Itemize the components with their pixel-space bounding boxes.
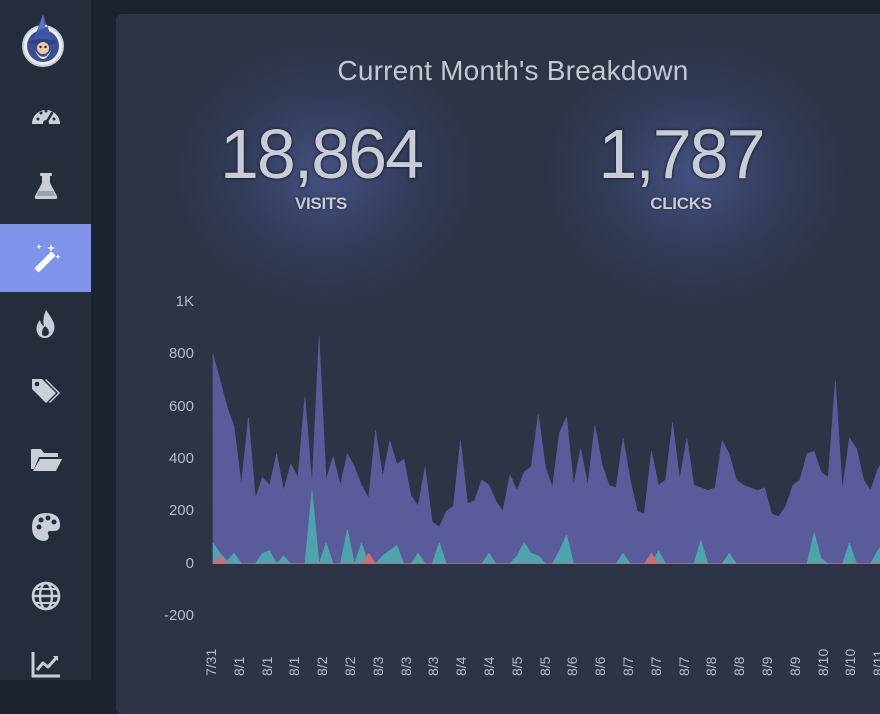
- x-tick-label: 8/3: [369, 656, 386, 676]
- x-tick-label: 8/7: [647, 656, 664, 676]
- flask-icon: [34, 173, 57, 199]
- clicks-label: CLICKS: [650, 194, 712, 213]
- x-tick-label: 8/6: [564, 656, 581, 676]
- x-tick-label: 8/1: [230, 656, 247, 676]
- wizard-logo-icon[interactable]: [20, 12, 66, 68]
- nav-item-tags[interactable]: [0, 357, 91, 425]
- nav-item-global[interactable]: [0, 562, 91, 630]
- visits-value: 18,864: [219, 115, 424, 193]
- nav-item-files[interactable]: [0, 425, 91, 493]
- x-tick-label: 8/5: [508, 656, 525, 676]
- dashboard-gauge-icon: [31, 109, 60, 126]
- nav-item-experiments[interactable]: [0, 152, 91, 220]
- y-tick-label: 0: [185, 554, 194, 572]
- folder-open-icon: [30, 449, 62, 471]
- x-tick-label: 8/8: [731, 656, 748, 676]
- clicks-value: 1,787: [598, 115, 765, 193]
- x-tick-label: 7/31: [203, 648, 219, 676]
- x-tick-label: 8/6: [592, 656, 609, 676]
- nav-item-dashboard[interactable]: [0, 84, 91, 152]
- tags-icon: [31, 379, 60, 403]
- y-tick-label: 400: [168, 450, 194, 467]
- visits-label: VISITS: [294, 194, 348, 213]
- x-tick-label: 8/3: [425, 656, 442, 676]
- y-tick-label: 1K: [175, 293, 194, 310]
- globe-icon: [31, 581, 60, 611]
- series-area-conversions: [212, 552, 880, 564]
- chart-line-icon: [31, 652, 60, 678]
- nav-item-hot[interactable]: [0, 290, 91, 358]
- y-tick-label: -200: [163, 607, 194, 624]
- visits-clicks-chart: [212, 335, 880, 565]
- fire-icon: [35, 310, 54, 338]
- x-tick-label: 8/9: [759, 656, 775, 676]
- x-tick-label: 8/1: [258, 656, 275, 676]
- nav-item-magic[interactable]: [0, 224, 91, 292]
- x-tick-label: 8/5: [536, 656, 553, 676]
- page-title: Current Month's Breakdown: [337, 55, 689, 86]
- x-tick-label: 8/2: [342, 656, 358, 676]
- x-tick-label: 8/10: [814, 648, 831, 676]
- x-tick-label: 8/11: [870, 649, 880, 676]
- x-tick-label: 8/10: [842, 648, 859, 676]
- series-area-visits: [212, 335, 880, 564]
- x-tick-label: 8/9: [786, 656, 803, 676]
- magic-wand-icon: [34, 244, 60, 273]
- x-tick-label: 8/2: [314, 656, 331, 676]
- y-tick-label: 200: [168, 502, 194, 520]
- nav-item-themes[interactable]: [0, 493, 91, 561]
- visits-glow: [176, 44, 476, 304]
- x-tick-label: 8/8: [703, 656, 720, 676]
- x-tick-label: 8/7: [675, 656, 692, 676]
- sidebar: [0, 0, 91, 680]
- breakdown-panel: Current Month's Breakdown 18,864 VISITS …: [116, 14, 880, 714]
- x-tick-label: 8/1: [286, 656, 303, 676]
- x-tick-label: 8/7: [620, 656, 636, 676]
- clicks-glow: [546, 44, 846, 304]
- palette-icon: [31, 513, 60, 541]
- x-tick-label: 8/4: [481, 656, 497, 676]
- y-tick-label: 800: [168, 345, 194, 363]
- top-bar: [91, 0, 880, 14]
- x-tick-label: 8/4: [453, 656, 470, 676]
- y-tick-label: 600: [168, 397, 194, 415]
- x-tick-label: 8/3: [397, 656, 414, 676]
- nav-item-analytics[interactable]: [0, 630, 91, 698]
